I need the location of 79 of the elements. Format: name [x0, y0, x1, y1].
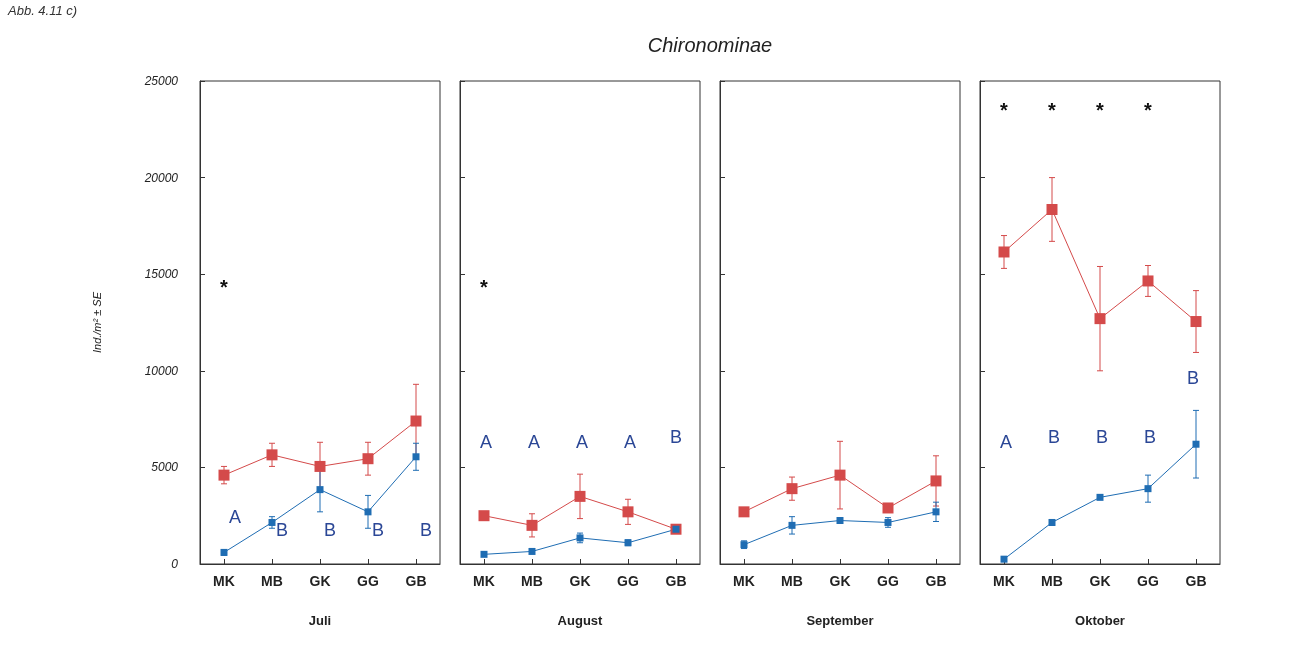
point — [738, 506, 750, 518]
point — [834, 469, 846, 481]
annotation: * — [480, 275, 489, 298]
point — [1046, 203, 1058, 215]
annotation: A — [575, 432, 589, 453]
y-tick-label: 5000 — [151, 460, 179, 475]
x-tick-label: GB — [1185, 573, 1207, 589]
point — [1190, 316, 1202, 328]
annotation: * — [1048, 98, 1057, 121]
annotation: B — [323, 520, 337, 541]
x-tick-label: MB — [781, 573, 803, 589]
annotation: B — [1143, 427, 1157, 448]
x-tick-label: MB — [261, 573, 283, 589]
x-axis-title: Juli — [308, 613, 332, 628]
point — [526, 519, 538, 531]
x-tick-label: GG — [357, 573, 379, 589]
y-tick-label: 10000 — [144, 363, 179, 378]
annotation: B — [275, 520, 289, 541]
annotation: A — [228, 506, 242, 527]
x-tick-label: GG — [877, 573, 899, 589]
y-axis-title: Ind./m² ± SE — [90, 291, 103, 354]
point — [362, 453, 374, 465]
y-tick-label: 0 — [171, 557, 179, 571]
point — [930, 475, 942, 487]
point — [1192, 440, 1200, 448]
annotation: A — [479, 432, 493, 453]
point — [622, 506, 634, 518]
annotation: B — [1095, 427, 1109, 448]
x-tick-label: GB — [405, 573, 427, 589]
x-tick-label: GK — [829, 573, 851, 589]
annotation: B — [419, 520, 433, 541]
x-tick-label: GB — [925, 573, 947, 589]
annotation: * — [220, 275, 229, 298]
annotation: A — [999, 432, 1013, 453]
point — [266, 449, 278, 461]
annotation: A — [527, 432, 541, 453]
y-tick-label: 15000 — [144, 267, 179, 282]
x-axis-title: August — [557, 613, 604, 628]
x-tick-label: GK — [1089, 573, 1111, 589]
annotation: B — [371, 520, 385, 541]
annotation: B — [1047, 427, 1061, 448]
annotation: A — [623, 432, 637, 453]
point — [882, 502, 894, 514]
point — [788, 521, 796, 529]
point — [412, 453, 420, 461]
annotation: * — [1096, 98, 1105, 121]
x-tick-label: GG — [1137, 573, 1159, 589]
caption: Abb. 4.11 c) — [7, 3, 78, 18]
annotation: B — [1186, 367, 1200, 388]
x-tick-label: MK — [213, 573, 235, 589]
text: Chironominae — [646, 34, 774, 57]
y-tick-label: 20000 — [143, 170, 179, 185]
point — [410, 415, 422, 427]
x-tick-label: MB — [1041, 573, 1063, 589]
point — [364, 508, 372, 516]
point — [1144, 485, 1152, 493]
annotation: * — [1000, 98, 1009, 121]
point — [574, 490, 586, 502]
x-tick-label: MB — [521, 573, 543, 589]
annotation: B — [669, 427, 683, 448]
point — [314, 460, 326, 472]
annotation: * — [1144, 98, 1153, 121]
point — [316, 486, 324, 494]
point — [998, 246, 1010, 258]
x-tick-label: GK — [569, 573, 591, 589]
point — [1142, 275, 1154, 287]
x-axis-title: Oktober — [1075, 613, 1125, 628]
x-axis-title: September — [806, 613, 874, 628]
x-tick-label: GB — [665, 573, 687, 589]
point — [478, 510, 490, 522]
x-tick-label: MK — [733, 573, 755, 589]
x-tick-label: MK — [993, 573, 1015, 589]
point — [786, 483, 798, 495]
x-tick-label: GK — [309, 573, 331, 589]
x-tick-label: MK — [473, 573, 495, 589]
y-tick-label: 25000 — [143, 74, 179, 88]
x-tick-label: GG — [617, 573, 639, 589]
point — [218, 469, 230, 481]
point — [1094, 313, 1106, 325]
